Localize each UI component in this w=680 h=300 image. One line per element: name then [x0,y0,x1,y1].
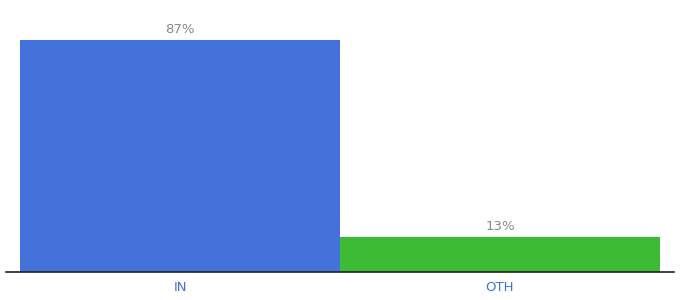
Bar [20,40,340,272]
Text: 87%: 87% [165,23,194,36]
Text: 13%: 13% [485,220,515,233]
Bar [340,237,660,272]
